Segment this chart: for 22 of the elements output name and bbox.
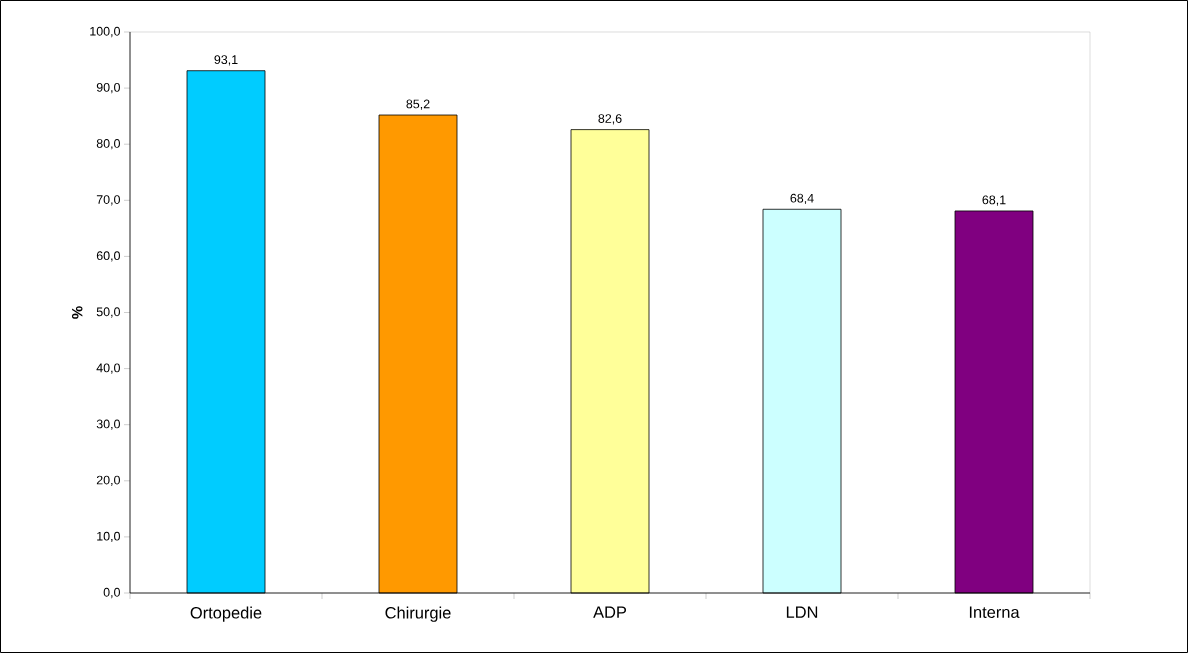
x-tick-label: Interna <box>969 606 1020 618</box>
x-tick-label: Ortopedie <box>190 606 262 622</box>
data-label: 85,2 <box>406 99 430 110</box>
data-label: 93,1 <box>214 55 238 66</box>
x-tick-label: LDN <box>786 606 818 618</box>
x-tick-label: Chirurgie <box>385 606 451 622</box>
y-tick-label: 50,0 <box>96 307 120 318</box>
y-tick-label: 70,0 <box>96 195 120 206</box>
y-tick-label: 30,0 <box>96 419 120 430</box>
y-tick-label: 90,0 <box>96 82 120 94</box>
y-tick-label: 20,0 <box>96 475 120 486</box>
y-axis-title: % <box>71 306 83 319</box>
y-tick-label: 40,0 <box>96 363 120 374</box>
x-tick-label: ADP <box>593 606 627 618</box>
data-label: 82,6 <box>598 114 622 125</box>
y-tick-label: 60,0 <box>96 251 120 262</box>
y-tick-label: 100,0 <box>90 26 120 38</box>
y-tick-label: 0,0 <box>103 587 120 599</box>
data-label: 68,4 <box>790 193 814 205</box>
y-tick-label: 80,0 <box>96 139 120 150</box>
data-label: 68,1 <box>982 195 1006 206</box>
y-tick-label: 10,0 <box>97 531 120 543</box>
